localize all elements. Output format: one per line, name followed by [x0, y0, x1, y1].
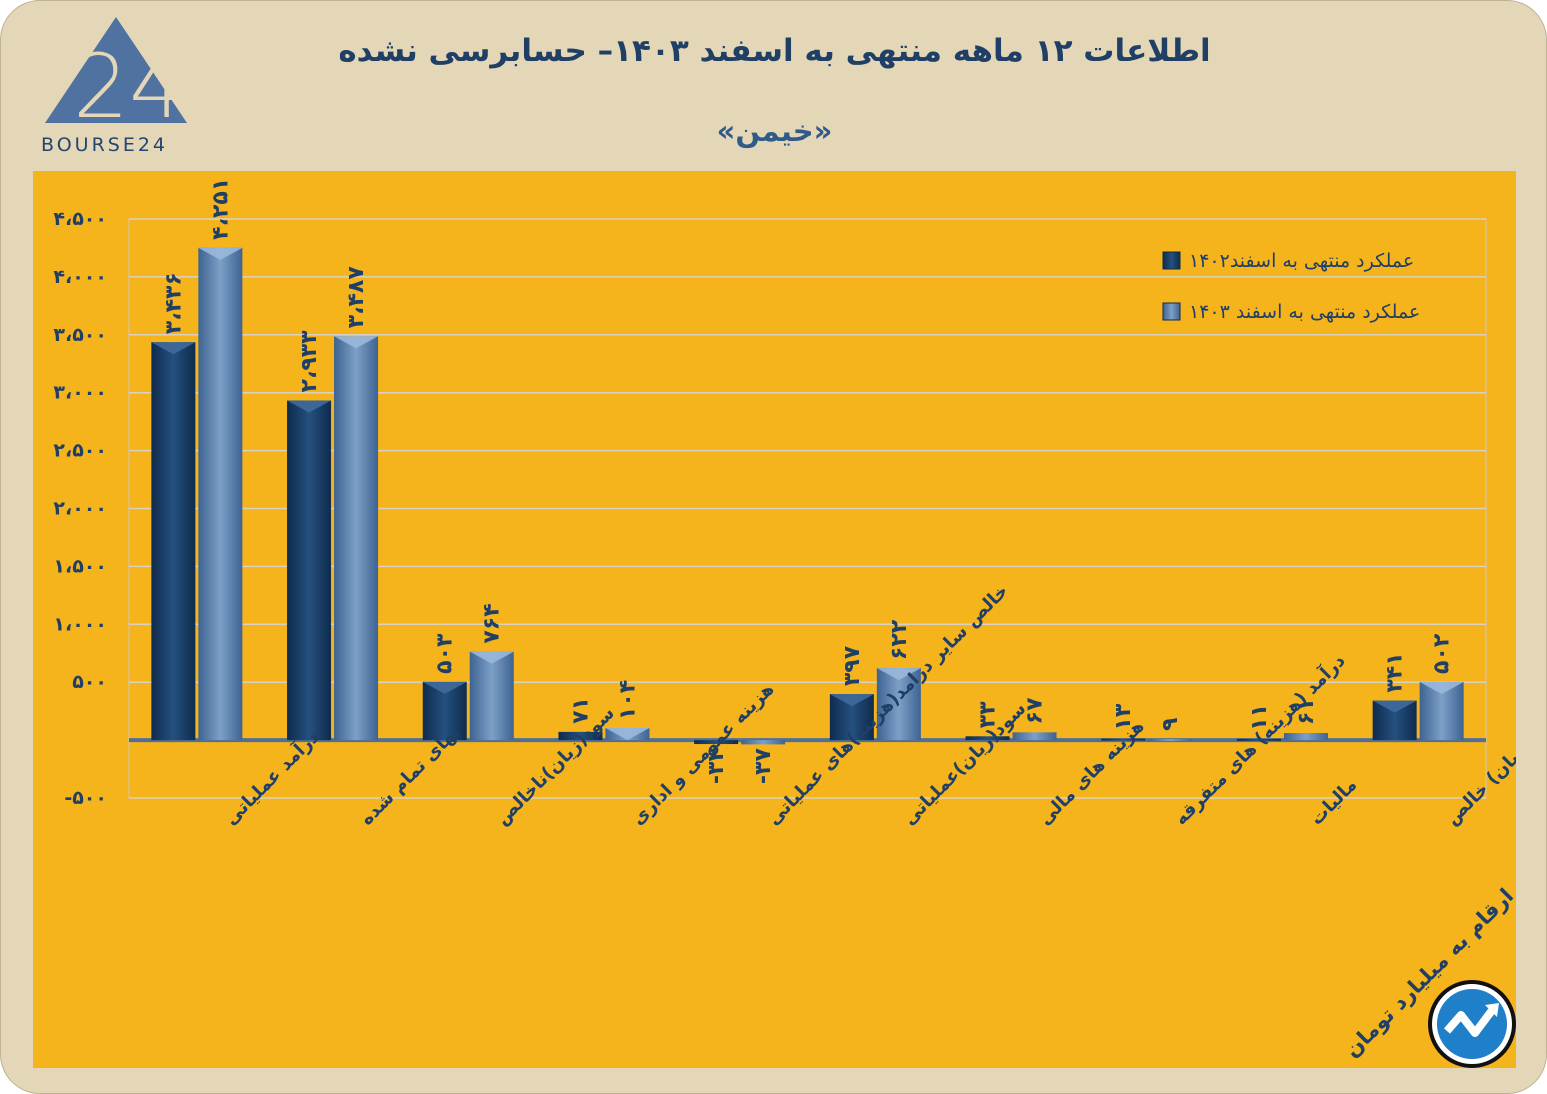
y-tick-label: ۳،۵۰۰ — [53, 324, 107, 346]
data-label: ۷۶۴ — [480, 603, 505, 643]
data-label: ۱۱ — [1247, 704, 1272, 731]
y-tick-label: ۴،۵۰۰ — [53, 208, 107, 230]
data-label: -۳۷ — [751, 748, 776, 785]
data-label: ۳،۴۸۷ — [344, 266, 369, 329]
category-label: مالیات — [1306, 774, 1361, 829]
bar-cap-1-1 — [151, 342, 196, 355]
chart-panel: -۵۰۰ ۵۰۰ ۱،۰۰۰ ۱،۵۰۰ ۲،۰۰۰ ۲،۵۰۰ ۳،۰۰۰ ۳،۵۰۰ ۴،۰… — [33, 171, 1516, 1068]
data-label: -۳۴ — [704, 748, 729, 784]
bar-cap-2-1 — [198, 247, 243, 260]
data-label: ۳،۴۳۶ — [161, 272, 186, 334]
bar-2-8 — [1148, 739, 1193, 742]
data-label: ۴،۲۵۱ — [208, 178, 233, 240]
legend-entry: عملکرد منتهی به اسفند۱۴۰۲ — [1189, 250, 1414, 272]
data-label: ۲،۹۳۳ — [297, 330, 322, 393]
bar-1-2 — [287, 400, 332, 741]
y-tick-label: ۴،۰۰۰ — [53, 266, 107, 288]
bourse24-logo: 24 — [45, 17, 187, 138]
bar-cap-2-4 — [605, 728, 650, 741]
legend-swatch — [1162, 251, 1181, 270]
page-title: اطلاعات ۱۲ ماهه منتهی به اسفند ۱۴۰۳– حسا… — [338, 33, 1211, 69]
data-label: ۶۷ — [1023, 697, 1048, 724]
data-label: ۱۰۴ — [615, 680, 640, 720]
bar-cap-2-3 — [469, 651, 514, 664]
bar-1-8 — [1101, 738, 1146, 741]
data-label: ۳۴۱ — [1383, 652, 1408, 692]
bar-chart: -۵۰۰ ۵۰۰ ۱،۰۰۰ ۱،۵۰۰ ۲،۰۰۰ ۲،۵۰۰ ۳،۰۰۰ ۳،۵۰۰ ۴،۰… — [53, 178, 1516, 830]
bar-1-9 — [1236, 738, 1281, 741]
y-tick-label: ۵۰۰ — [72, 671, 107, 693]
bar-2-1 — [198, 247, 243, 741]
y-tick-label: ۱،۵۰۰ — [53, 555, 107, 577]
data-label: ۶۲۲ — [887, 619, 912, 660]
y-tick-label: -۵۰۰ — [64, 787, 107, 809]
y-tick-label: ۲،۰۰۰ — [53, 498, 107, 520]
legend-entry: عملکرد منتهی به اسفند ۱۴۰۳ — [1189, 301, 1420, 323]
bar-cap-2-10 — [1419, 681, 1464, 694]
bar-1-1 — [151, 342, 196, 741]
y-tick-label: ۱،۰۰۰ — [53, 613, 107, 635]
data-label: ۵۰۳ — [433, 633, 458, 674]
bar-2-6 — [876, 668, 921, 741]
bar-cap-1-2 — [287, 400, 332, 413]
bar-1-7 — [965, 736, 1010, 741]
bar-2-7 — [1012, 732, 1057, 741]
bar-2-9 — [1283, 733, 1328, 741]
legend-swatch — [1162, 302, 1181, 321]
logo-text: BOURSE24 — [41, 134, 169, 156]
data-label: ۳۳ — [976, 701, 1001, 728]
data-label: ۳۹۷ — [840, 645, 865, 686]
bar-cap-1-6 — [829, 694, 874, 707]
svg-text:24: 24 — [73, 35, 185, 138]
trend-badge-icon — [1428, 980, 1516, 1068]
data-label: ۹ — [1158, 718, 1183, 731]
bar-1-4 — [558, 731, 603, 741]
data-label: ۵۰۲ — [1430, 633, 1455, 674]
bar-2-3 — [469, 651, 514, 741]
bar-1-5 — [694, 740, 739, 745]
y-tick-label: ۳،۰۰۰ — [53, 382, 107, 404]
bar-2-2 — [334, 336, 379, 741]
bar-cap-2-6 — [876, 668, 921, 681]
data-label: ۶۱ — [1294, 698, 1319, 725]
data-label: ۷۱ — [568, 697, 593, 724]
bar-2-5 — [741, 740, 786, 745]
bar-cap-2-2 — [334, 336, 379, 349]
bar-cap-1-10 — [1372, 700, 1417, 713]
y-tick-label: ۲،۵۰۰ — [53, 440, 107, 462]
bar-cap-1-3 — [422, 681, 467, 694]
page-subtitle: «خیمن» — [716, 114, 833, 148]
data-label: ۱۳ — [1111, 703, 1136, 730]
